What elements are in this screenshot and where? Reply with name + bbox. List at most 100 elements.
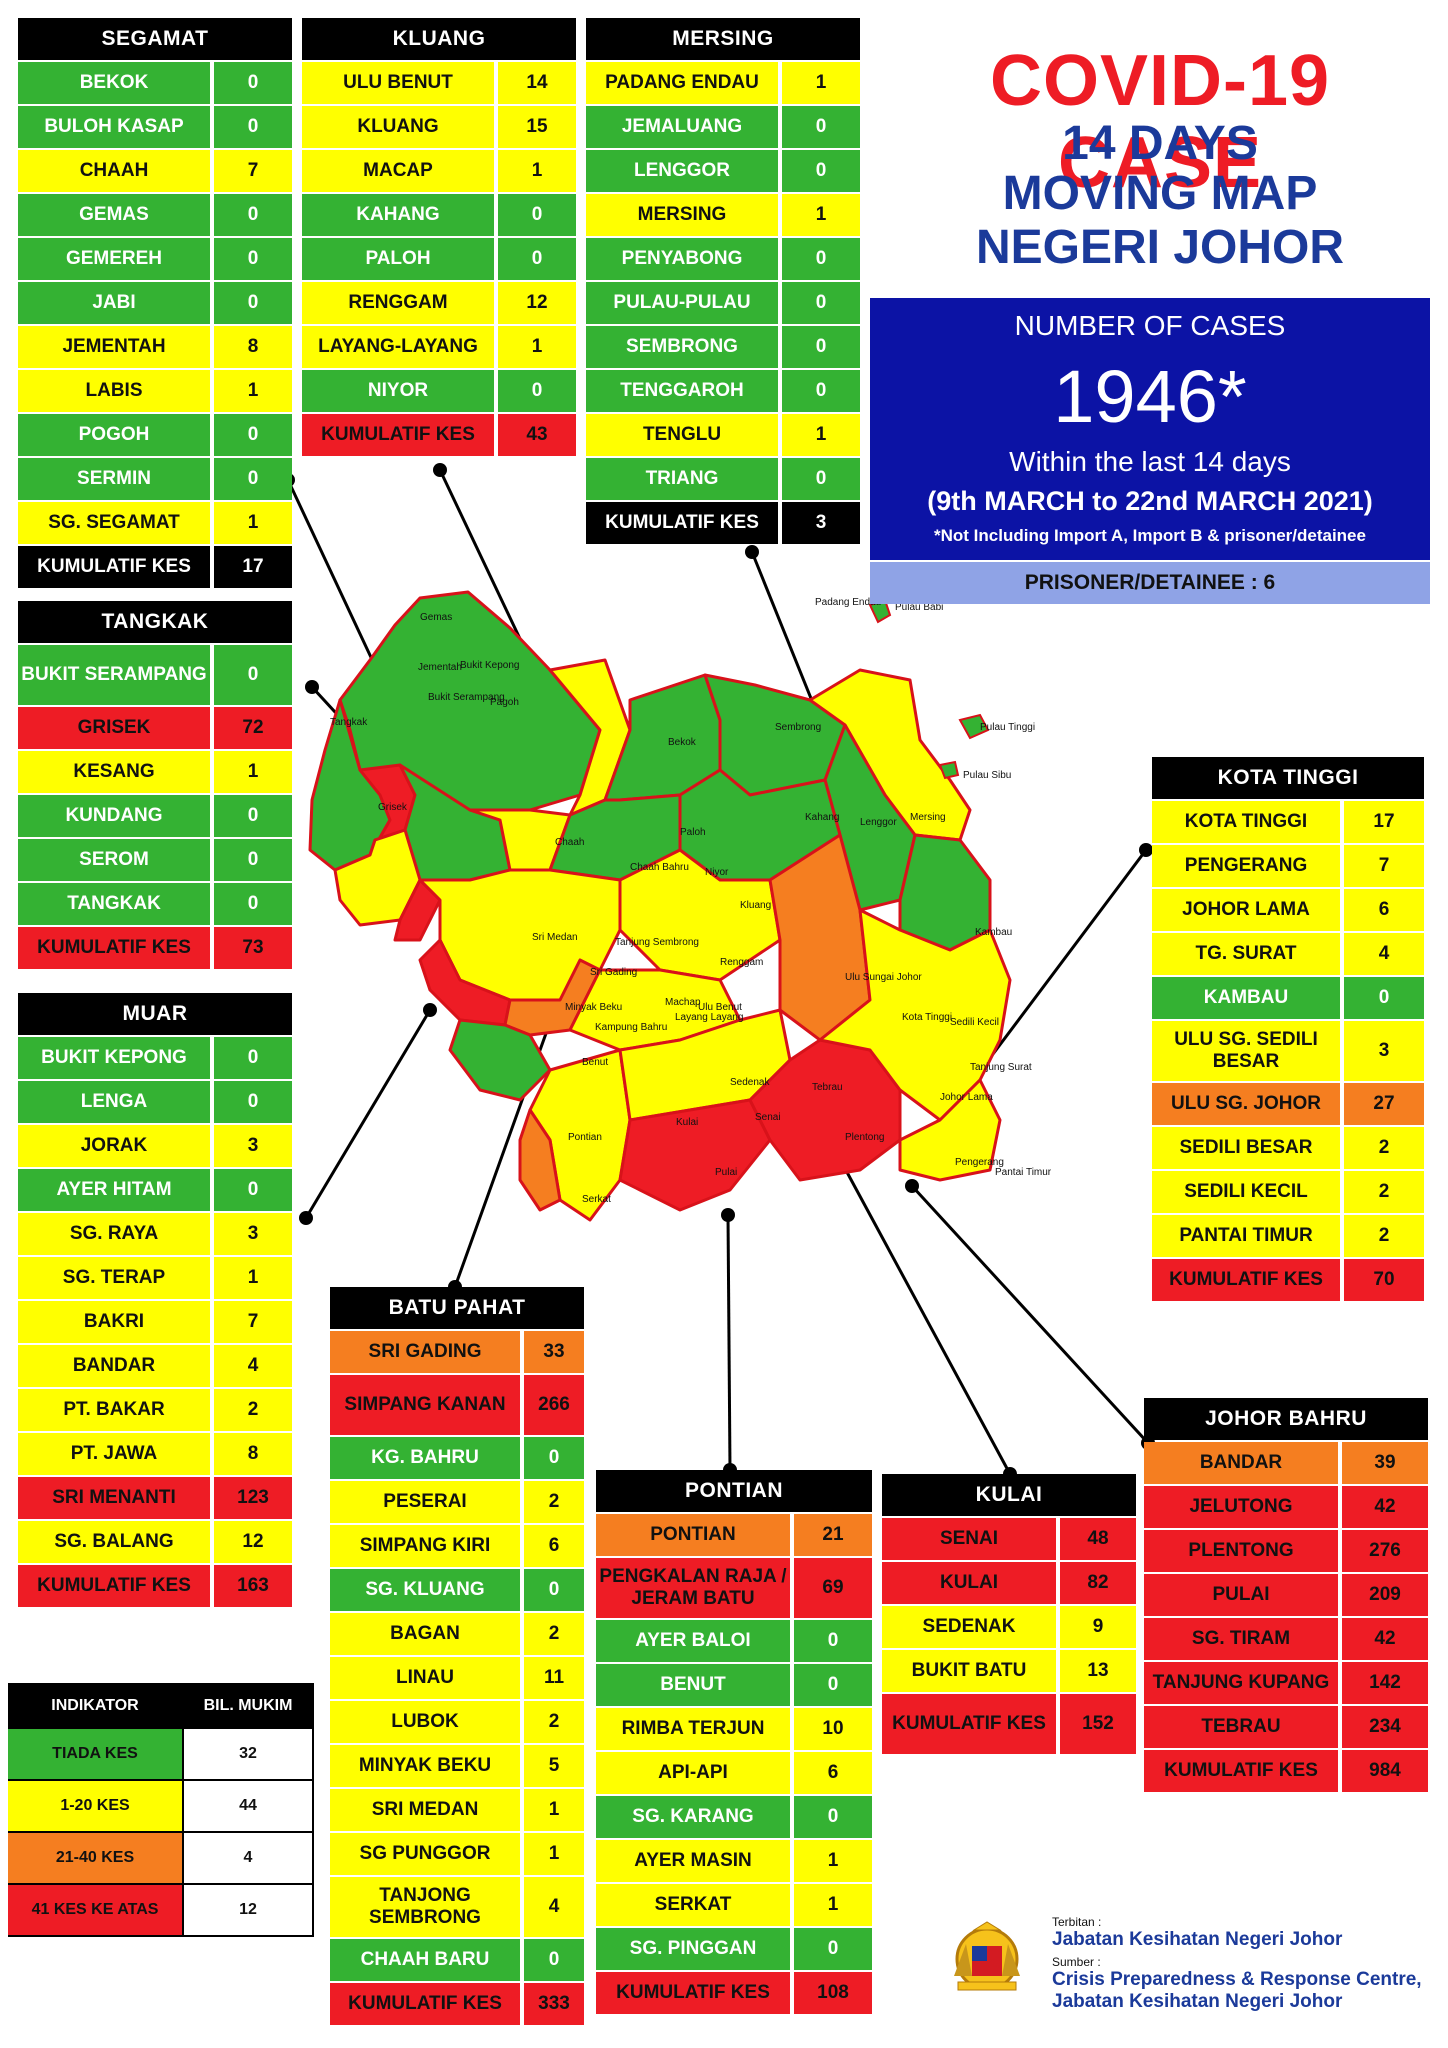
total-cases-value: 1946* (1053, 355, 1247, 438)
title-line-3: MOVING MAP (1002, 167, 1318, 220)
mukim-name: API-API (596, 1752, 794, 1794)
mukim-row: SIMPANG KANAN 266 (330, 1375, 584, 1435)
mukim-row: SRI MEDAN 1 (330, 1789, 584, 1831)
district-table-johor-bahru: JOHOR BAHRU BANDAR 39 JELUTONG 42 PLENTONG 276… (1144, 1398, 1428, 1792)
mukim-row: LINAU 11 (330, 1657, 584, 1699)
district-header: BATU PAHAT (330, 1287, 584, 1329)
mukim-row: BANDAR 4 (18, 1345, 292, 1387)
mukim-count: 266 (538, 1394, 570, 1415)
map-label: Tanjung Sembrong (615, 937, 699, 948)
mukim-row: JOHOR LAMA 6 (1152, 889, 1424, 931)
mukim-count: 0 (815, 468, 827, 489)
mukim-name: SEDILI KECIL (1152, 1171, 1344, 1213)
mukim-row: RENGGAM 12 (302, 282, 576, 324)
mukim-name: ULU SG. SEDILI BESAR (1152, 1021, 1344, 1081)
mukim-count: 12 (526, 292, 548, 313)
district-header: TANGKAK (18, 601, 292, 643)
mukim-name: LINAU (330, 1657, 524, 1699)
mukim-name: KUMULATIF KES (882, 1694, 1060, 1754)
map-label: Pulau Sibu (963, 770, 1011, 781)
mukim-name: SRI MENANTI (18, 1477, 214, 1519)
leader-dot (433, 463, 447, 477)
map-label: Kulai (676, 1117, 698, 1128)
mukim-count: 0 (247, 1047, 259, 1068)
mukim-count: 42 (1374, 1496, 1396, 1517)
mukim-count: 0 (815, 116, 827, 137)
mukim-row: PALOH 0 (302, 238, 576, 280)
mukim-name: SG. KARANG (596, 1796, 794, 1838)
mukim-row: TRIANG 0 (586, 458, 860, 500)
mukim-row: KULAI 82 (882, 1562, 1136, 1604)
mukim-count: 12 (242, 1531, 264, 1552)
mukim-row: PLENTONG 276 (1144, 1530, 1428, 1572)
mukim-name: SG PUNGGOR (330, 1833, 524, 1875)
legend-label: 41 KES KE ATAS (8, 1885, 182, 1935)
mukim-name: PULAI (1144, 1574, 1342, 1616)
mukim-row: MINYAK BEKU 5 (330, 1745, 584, 1787)
mukim-row: LAYANG-LAYANG 1 (302, 326, 576, 368)
mukim-row: KOTA TINGGI 17 (1152, 801, 1424, 843)
mukim-name: JABI (18, 282, 214, 324)
mukim-row: SENAI 48 (882, 1518, 1136, 1560)
map-label: Mersing (910, 812, 946, 823)
map-label: Tangkak (330, 717, 368, 728)
mukim-name: TENGGAROH (586, 370, 782, 412)
mukim-name: BAKRI (18, 1301, 214, 1343)
mukim-count: 152 (1082, 1713, 1114, 1734)
mukim-name: BUKIT BATU (882, 1650, 1060, 1692)
mukim-row: SG. KLUANG 0 (330, 1569, 584, 1611)
leader-line (910, 1184, 1150, 1445)
legend-row: 41 KES KE ATAS 12 (8, 1885, 314, 1937)
mukim-row: JABI 0 (18, 282, 292, 324)
sumber-line-1: Crisis Preparedness & Response Centre, (1052, 1969, 1422, 1990)
mukim-row: SG. TIRAM 42 (1144, 1618, 1428, 1660)
mukim-row: KUMULATIF KES 70 (1152, 1259, 1424, 1301)
mukim-name: LABIS (18, 370, 214, 412)
map-region-sri-menanti (393, 878, 442, 942)
mukim-row: SEROM 0 (18, 839, 292, 881)
mukim-row: SG PUNGGOR 1 (330, 1833, 584, 1875)
mukim-count: 7 (1378, 855, 1390, 876)
mukim-name: TANGKAK (18, 883, 214, 925)
mukim-name: BUKIT SERAMPANG (18, 645, 214, 705)
mukim-count: 0 (247, 424, 259, 445)
mukim-count: 0 (827, 1674, 839, 1695)
map-label: Gemas (420, 612, 452, 623)
mukim-count: 10 (822, 1718, 844, 1739)
mukim-name: SG. TERAP (18, 1257, 214, 1299)
mukim-name: SIMPANG KIRI (330, 1525, 524, 1567)
map-label: Bukit Serampang (428, 692, 505, 703)
leader-line (453, 999, 560, 1288)
mukim-count: 73 (242, 937, 264, 958)
mukim-name: PLENTONG (1144, 1530, 1342, 1572)
district-header: SEGAMAT (18, 18, 292, 60)
mukim-row: TEBRAU 234 (1144, 1706, 1428, 1748)
mukim-count: 1 (531, 160, 543, 181)
mukim-name: SG. KLUANG (330, 1569, 524, 1611)
mukim-name: KUMULATIF KES (18, 546, 214, 588)
mukim-row: LENGGOR 0 (586, 150, 860, 192)
mukim-name: LENGA (18, 1081, 214, 1123)
map-label: Kambau (975, 927, 1012, 938)
mukim-row: PULAI 209 (1144, 1574, 1428, 1616)
map-label: Sembrong (775, 722, 821, 733)
mukim-row: PT. BAKAR 2 (18, 1389, 292, 1431)
mukim-row: KLUANG 15 (302, 106, 576, 148)
mukim-name: PT. BAKAR (18, 1389, 214, 1431)
leader-dot (299, 1211, 313, 1225)
mukim-name: KUMULATIF KES (586, 502, 782, 544)
mukim-count: 0 (815, 292, 827, 313)
legend-label: 21-40 KES (8, 1833, 182, 1883)
map-label: Sedenak (730, 1077, 770, 1088)
mukim-name: KESANG (18, 751, 214, 793)
district-table-segamat: SEGAMAT BEKOK 0 BULOH KASAP 0 CHAAH 7 GEMAS 0 GEM… (18, 18, 292, 588)
mukim-row: PENGKALAN RAJA / JERAM BATU 69 (596, 1558, 872, 1618)
mukim-row: SEDILI KECIL 2 (1152, 1171, 1424, 1213)
mukim-name: LUBOK (330, 1701, 524, 1743)
mukim-count: 0 (827, 1630, 839, 1651)
leader-dot (745, 545, 759, 559)
mukim-count: 27 (1373, 1093, 1395, 1114)
legend-row: TIADA KES 32 (8, 1729, 314, 1781)
mukim-name: MERSING (586, 194, 782, 236)
